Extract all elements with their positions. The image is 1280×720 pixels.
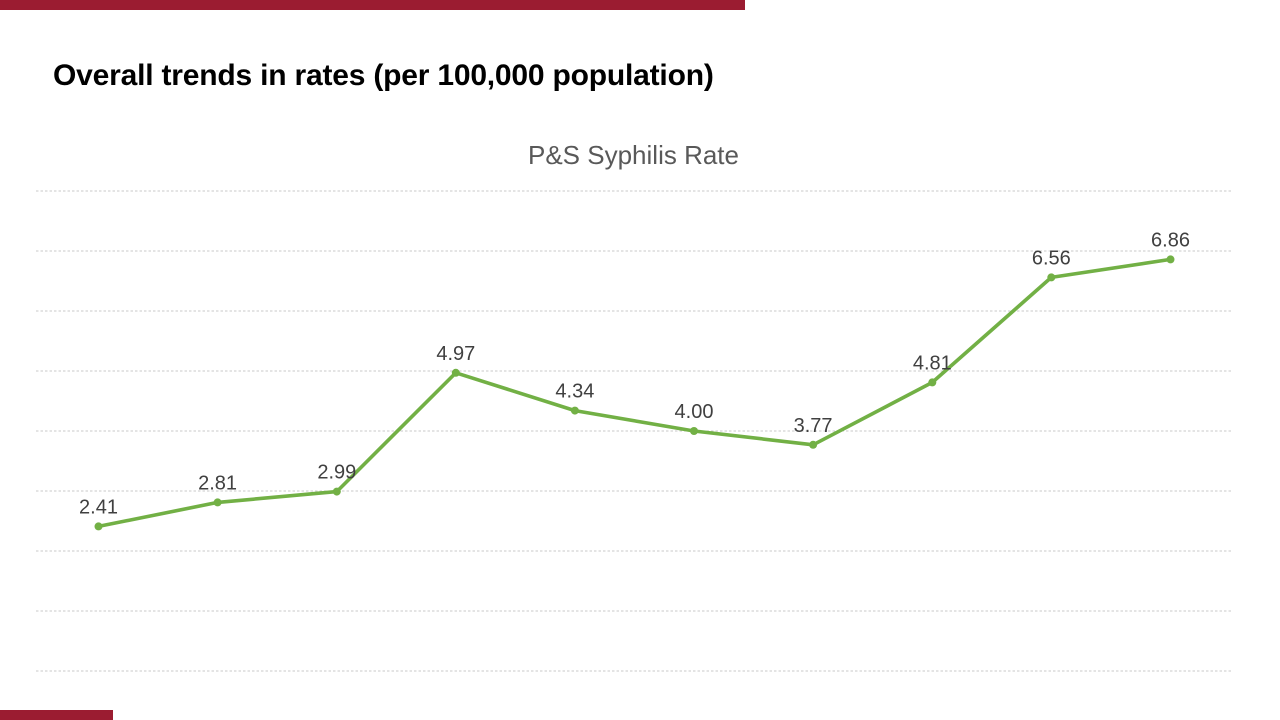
page-title: Overall trends in rates (per 100,000 pop… — [53, 59, 714, 92]
data-point-marker — [690, 427, 698, 435]
data-point-label: 2.41 — [79, 496, 118, 518]
gridlines — [36, 190, 1231, 672]
data-point-label: 4.81 — [913, 352, 952, 374]
series-line — [96, 257, 1173, 529]
data-point-marker — [94, 522, 103, 531]
data-point-marker — [928, 378, 937, 387]
data-point-label: 2.99 — [317, 462, 356, 484]
data-point-label: 4.00 — [675, 401, 714, 423]
data-point-label: 3.77 — [794, 415, 833, 437]
bottom-accent-bar — [0, 710, 113, 720]
data-point-marker — [332, 487, 341, 496]
data-point-label: 4.97 — [436, 343, 475, 365]
data-point-marker — [809, 440, 818, 449]
top-accent-bar — [0, 0, 745, 10]
data-point-label: 2.81 — [198, 472, 237, 494]
data-labels: 2.41 2.81 2.99 4.97 4.34 4.00 3.77 4.81 6.56 6.86 — [79, 229, 1190, 518]
series-polyline — [96, 257, 1173, 529]
data-point-marker — [570, 406, 579, 415]
data-point-marker — [213, 498, 222, 507]
data-point-label: 4.34 — [555, 381, 594, 403]
data-point-marker — [1166, 255, 1175, 264]
data-point-marker — [451, 368, 460, 377]
series-markers — [94, 255, 1175, 531]
data-point-label: 6.56 — [1032, 247, 1071, 269]
data-point-label: 6.86 — [1151, 229, 1190, 251]
data-point-marker — [1047, 273, 1056, 282]
chart-title: P&S Syphilis Rate — [528, 140, 739, 170]
